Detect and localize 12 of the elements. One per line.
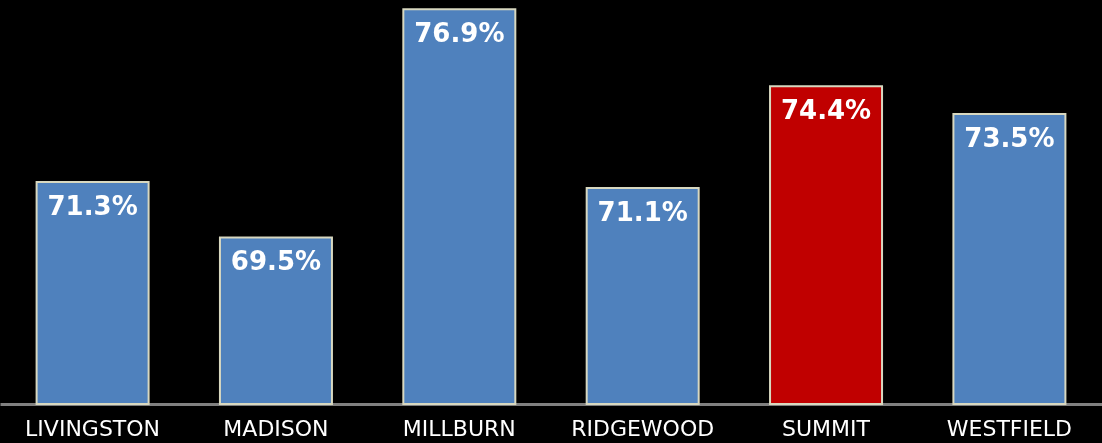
x-tick-label: LIVINGSTON (25, 415, 161, 441)
data-label: 76.9% (414, 18, 505, 49)
data-label: 74.4% (780, 95, 872, 126)
x-tick-label: MADISON (223, 415, 329, 441)
data-label: 71.1% (597, 197, 688, 228)
data-label: 73.5% (964, 123, 1055, 154)
x-tick-label: WESTFIELD (946, 415, 1073, 441)
x-tick-label: MILLBURN (402, 415, 516, 441)
data-label: 69.5% (230, 246, 322, 277)
x-tick-label: RIDGEWOOD (571, 415, 715, 441)
x-tick-label: SUMMIT (782, 415, 871, 441)
data-label: 71.3% (47, 190, 138, 221)
